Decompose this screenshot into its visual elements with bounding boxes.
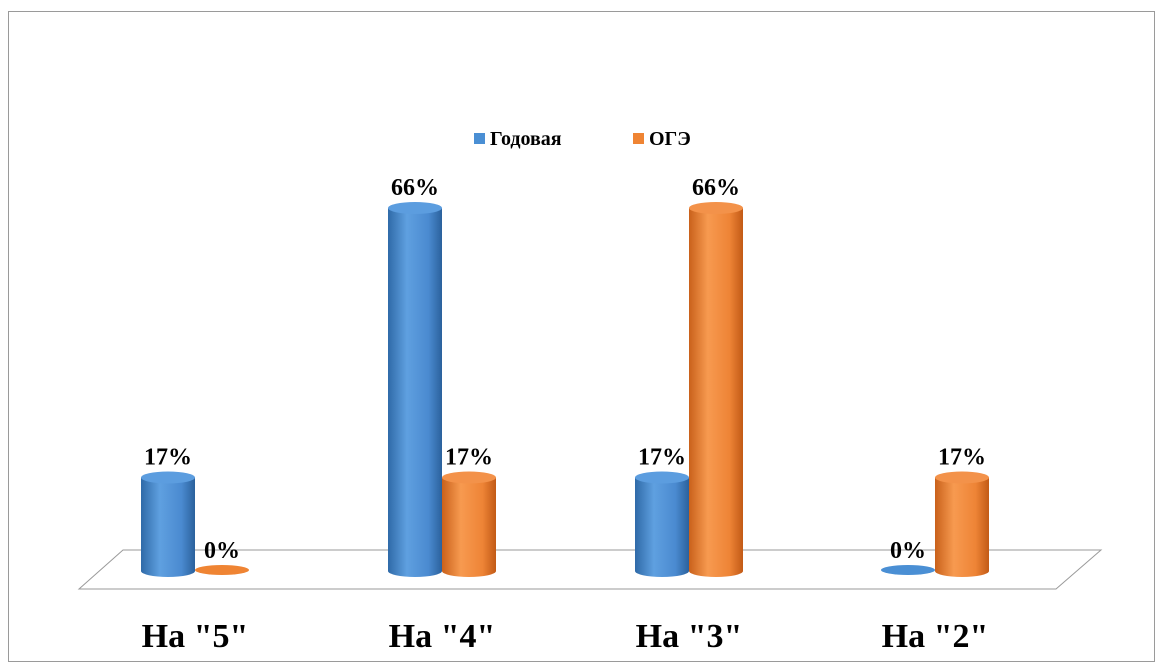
bar-0-3: [881, 565, 935, 575]
x-axis-labels: На "5" На "4" На "3" На "2": [142, 618, 989, 655]
x-tick-label-2: На "3": [636, 618, 743, 655]
chart-floor: [77, 549, 1103, 590]
legend-label-0: Годовая: [490, 128, 562, 150]
data-label-0-3: 0%: [890, 538, 926, 564]
x-tick-label-3: На "2": [882, 618, 989, 655]
data-label-1-0: 0%: [204, 538, 240, 564]
bar-0-1: [388, 202, 442, 577]
data-label-0-0: 17%: [144, 445, 192, 471]
bar-1-2: [689, 202, 743, 577]
x-tick-label-0: На "5": [142, 618, 249, 655]
bar-1-3: [935, 471, 989, 577]
bar-0-0: [141, 471, 195, 577]
legend-swatch-1: [633, 133, 644, 144]
data-label-1-3: 17%: [938, 445, 986, 471]
x-tick-label-1: На "4": [389, 618, 496, 655]
bars: [141, 202, 989, 577]
bar-1-0: [195, 565, 249, 575]
data-label-0-2: 17%: [638, 445, 686, 471]
data-labels: 17% 0% 66% 17% 17% 66% 0% 17%: [144, 175, 986, 564]
data-label-1-2: 66%: [692, 175, 740, 201]
data-label-1-1: 17%: [445, 445, 493, 471]
data-label-0-1: 66%: [391, 175, 439, 201]
legend-swatch-0: [474, 133, 485, 144]
legend: Годовая ОГЭ: [474, 128, 691, 150]
legend-label-1: ОГЭ: [649, 128, 691, 150]
bar-0-2: [635, 471, 689, 577]
bar-1-1: [442, 471, 496, 577]
